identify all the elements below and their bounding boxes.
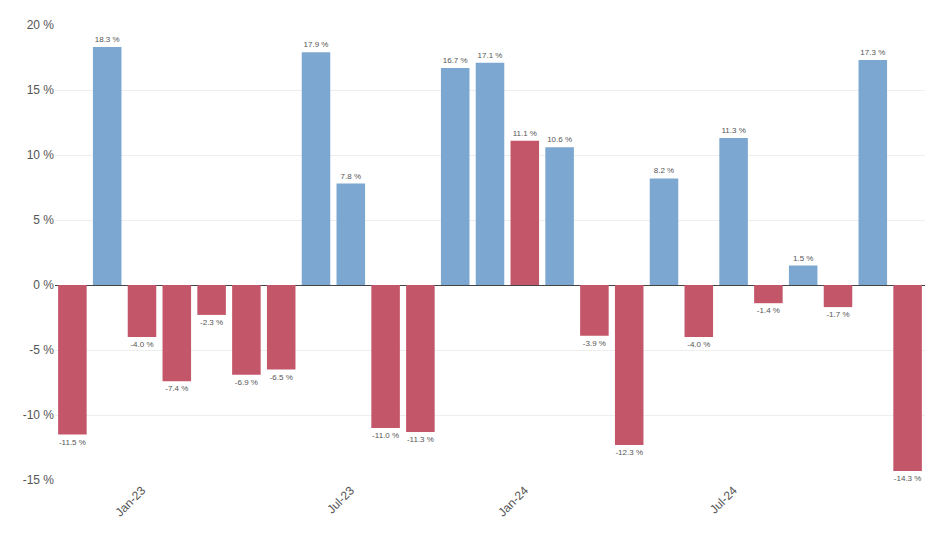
svg-text:1.5 %: 1.5 % [793,254,813,263]
svg-text:8.2 %: 8.2 % [654,166,674,175]
svg-text:-14.3 %: -14.3 % [894,474,922,483]
svg-text:11.3 %: 11.3 % [721,126,745,135]
svg-text:11.1 %: 11.1 % [513,129,537,138]
svg-text:-10 %: -10 % [23,408,55,422]
svg-text:17.3 %: 17.3 % [860,48,885,57]
svg-text:5 %: 5 % [33,213,54,227]
svg-text:-4.0 %: -4.0 % [687,340,710,349]
svg-text:Jan-24: Jan-24 [495,483,531,519]
svg-text:-15 %: -15 % [23,473,55,487]
svg-text:0 %: 0 % [33,278,54,292]
svg-text:-4.0 %: -4.0 % [130,340,153,349]
svg-text:-11.5 %: -11.5 % [59,438,86,447]
svg-text:-11.3 %: -11.3 % [407,435,434,444]
svg-text:Jan-23: Jan-23 [113,483,149,519]
svg-text:15 %: 15 % [27,83,55,97]
svg-text:10.6 %: 10.6 % [547,135,572,144]
svg-text:-1.4 %: -1.4 % [757,306,780,315]
svg-text:20 %: 20 % [27,18,55,32]
svg-text:17.9 %: 17.9 % [304,40,329,49]
svg-text:-6.9 %: -6.9 % [235,378,258,387]
svg-text:Jul-23: Jul-23 [324,483,357,516]
svg-text:-3.9 %: -3.9 % [583,339,606,348]
svg-text:7.8 %: 7.8 % [341,172,361,181]
svg-text:18.3 %: 18.3 % [95,35,120,44]
svg-text:-11.0 %: -11.0 % [372,431,399,440]
svg-text:16.7 %: 16.7 % [443,56,468,65]
svg-text:17.1 %: 17.1 % [478,51,503,60]
svg-text:-5 %: -5 % [29,343,54,357]
svg-text:-1.7 %: -1.7 % [826,310,849,319]
svg-text:10 %: 10 % [27,148,55,162]
svg-text:-7.4 %: -7.4 % [165,384,188,393]
svg-text:-12.3 %: -12.3 % [615,448,643,457]
svg-text:Jul-24: Jul-24 [707,483,740,516]
svg-text:-6.5 %: -6.5 % [270,373,293,382]
svg-text:-2.3 %: -2.3 % [200,318,223,327]
